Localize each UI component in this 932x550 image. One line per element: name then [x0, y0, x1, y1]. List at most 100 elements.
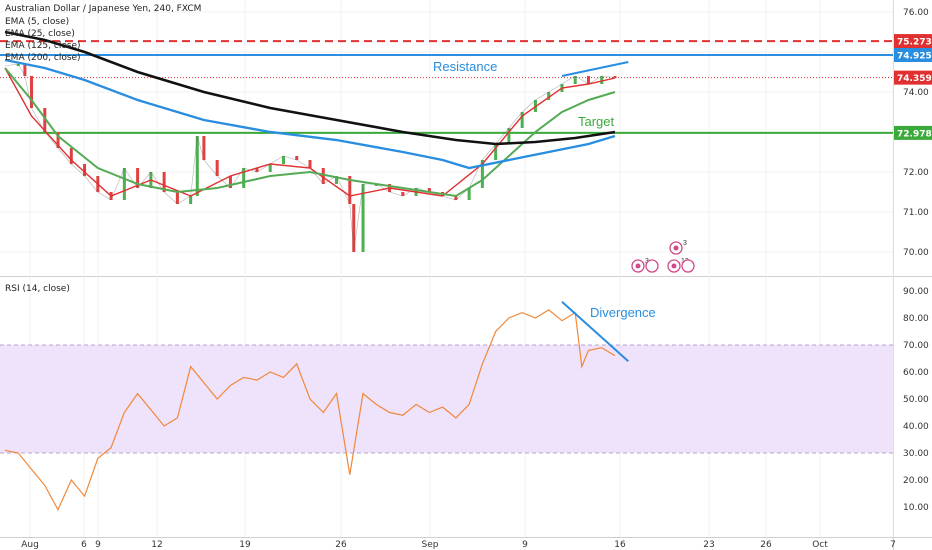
price-candle	[189, 196, 193, 204]
price-tick-label: 71.00	[903, 208, 929, 218]
price-level-badge	[894, 125, 932, 140]
price-candle	[162, 172, 166, 192]
event-marker-dot	[671, 263, 677, 269]
price-tick-label: 70.00	[903, 248, 929, 258]
price-path	[4, 63, 616, 253]
price-candle	[268, 164, 272, 172]
resistance-annotation: Resistance	[433, 59, 497, 74]
time-tick-label: 26	[760, 540, 772, 550]
event-marker	[645, 259, 659, 273]
price-candle	[600, 76, 604, 84]
time-tick-label: 7	[890, 540, 896, 550]
time-tick-label: 19	[239, 540, 251, 550]
price-candle	[228, 176, 232, 188]
price-candle	[281, 156, 285, 164]
rsi-tick-label: 50.00	[903, 395, 929, 405]
price-candle	[69, 148, 73, 164]
divergence-annotation: Divergence	[590, 305, 656, 320]
price-candle	[547, 92, 551, 100]
price-tick-label: 74.00	[903, 88, 929, 98]
price-candle	[361, 184, 365, 252]
price-candle	[23, 64, 27, 76]
price-candle	[308, 160, 312, 168]
price-candle	[136, 168, 140, 188]
time-tick-label: 6	[81, 540, 87, 550]
ema-line	[4, 67, 616, 197]
price-candle	[295, 156, 299, 160]
event-marker-count: 3	[683, 240, 687, 247]
price-candle	[242, 168, 246, 188]
price-level-label: 74.925	[897, 52, 932, 62]
price-candle	[507, 128, 511, 144]
price-tick-label: 72.00	[903, 168, 929, 178]
price-candle	[255, 168, 259, 172]
price-candle	[16, 64, 20, 66]
price-candle	[321, 168, 325, 184]
target-annotation: Target	[578, 114, 615, 129]
time-tick-label: Oct	[812, 540, 828, 550]
time-tick-label: Aug	[21, 540, 39, 550]
price-candle	[335, 176, 339, 184]
price-candle	[30, 76, 34, 108]
ema-5-label: EMA (5, close)	[5, 17, 70, 27]
rsi-line	[4, 309, 616, 512]
event-marker	[681, 259, 695, 273]
price-candle	[202, 136, 206, 160]
price-candle	[56, 132, 60, 148]
price-level-label: 75.273	[897, 38, 932, 48]
price-level-label: 74.359	[897, 74, 932, 84]
price-level-badge	[894, 48, 932, 62]
price-candle	[573, 76, 577, 84]
ema-line	[4, 67, 616, 198]
time-tick-label: Sep	[422, 540, 439, 550]
rsi-tick-label: 70.00	[903, 341, 929, 351]
time-tick-label: 9	[522, 540, 528, 550]
time-tick-label: 9	[95, 540, 101, 550]
price-tick-label: 76.00	[903, 8, 929, 18]
price-candle	[454, 196, 458, 200]
symbol-title: Australian Dollar / Japanese Yen, 240, F…	[5, 4, 202, 14]
price-candle	[352, 204, 356, 252]
time-tick-label: 12	[151, 540, 162, 550]
price-level-badge	[894, 34, 932, 49]
ema-200-label: EMA (200, close)	[5, 53, 81, 63]
price-candle	[520, 112, 524, 128]
resistance-trendline	[561, 61, 629, 77]
rsi-tick-label: 10.00	[903, 503, 929, 513]
rsi-tick-label: 30.00	[903, 449, 929, 459]
rsi-tick-label: 60.00	[903, 368, 929, 378]
price-candle	[175, 192, 179, 204]
price-candle	[586, 76, 590, 84]
price-candle	[480, 160, 484, 188]
price-candle	[401, 192, 405, 196]
rsi-band	[0, 345, 893, 453]
time-tick-label: 16	[614, 540, 626, 550]
price-candle	[467, 188, 471, 200]
rsi-tick-label: 90.00	[903, 287, 929, 297]
rsi-tick-label: 40.00	[903, 422, 929, 432]
event-marker-count: 3	[645, 258, 649, 265]
price-candle	[43, 108, 47, 132]
price-candle	[195, 136, 199, 196]
ema-125-label: EMA (125, close)	[5, 41, 81, 51]
price-candle	[348, 176, 352, 204]
price-candle	[494, 144, 498, 160]
ema-25-label: EMA (25, close)	[5, 29, 75, 39]
rsi-title: RSI (14, close)	[5, 284, 70, 294]
event-marker-dot	[635, 263, 641, 269]
price-candle	[613, 76, 617, 78]
rsi-tick-label: 20.00	[903, 476, 929, 486]
ema-line	[4, 58, 616, 170]
price-level-label: 72.978	[897, 129, 932, 139]
ema-line	[4, 30, 616, 146]
price-candle	[83, 164, 87, 176]
rsi-tick-label: 80.00	[903, 314, 929, 324]
divergence-trendline	[561, 301, 629, 362]
price-candle	[122, 168, 126, 200]
time-tick-label: 23	[703, 540, 714, 550]
time-tick-label: 26	[335, 540, 347, 550]
event-marker-dot	[673, 245, 679, 251]
price-candle	[215, 160, 219, 176]
